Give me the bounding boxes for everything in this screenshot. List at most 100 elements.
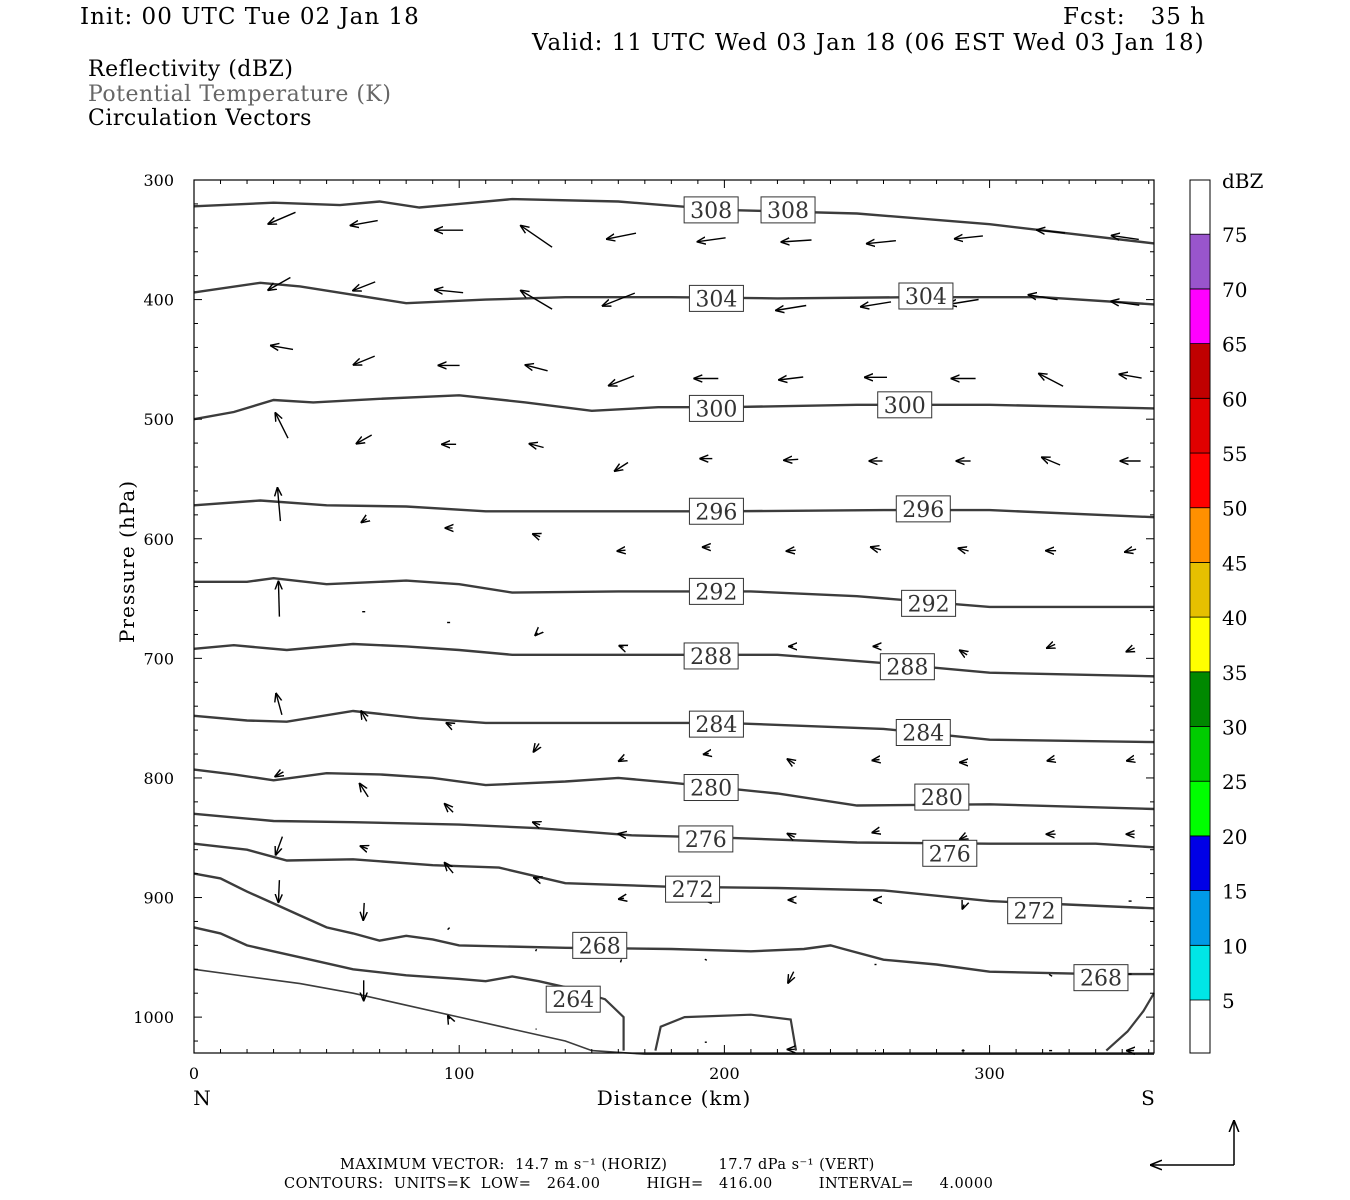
- x-tick-label: 200: [709, 1064, 740, 1083]
- contour-label-288: 288: [879, 653, 935, 681]
- circulation-vector: [703, 754, 709, 755]
- y-tick-label: 1000: [133, 1008, 174, 1027]
- circulation-vector: [617, 550, 626, 551]
- isentrope-272: [193, 842, 1155, 910]
- contour-label-text: 272: [1014, 900, 1056, 925]
- legend-circulation-vectors: Circulation Vectors: [88, 106, 312, 131]
- contour-label-text: 300: [884, 394, 926, 419]
- circulation-vector: [535, 633, 538, 636]
- colorbar-swatch: [1189, 397, 1211, 454]
- valid-time: Valid: 11 UTC Wed 03 Jan 18 (06 EST Wed …: [532, 30, 1205, 56]
- circulation-vector: [618, 759, 624, 762]
- x-tick-label: 300: [974, 1064, 1005, 1083]
- contour-label-text: 304: [905, 285, 947, 310]
- circulation-vector: [787, 759, 795, 764]
- isentrope-276: [193, 812, 1155, 849]
- footer-contours: CONTOURS: UNITS=K LOW= 264.00 HIGH= 416.…: [284, 1176, 994, 1192]
- circulation-vector: [532, 822, 540, 825]
- contour-label-304: 304: [898, 282, 954, 310]
- circulation-vector: [361, 710, 367, 722]
- circulation-vector: [361, 519, 367, 523]
- isentrope-304: [193, 281, 1155, 306]
- isentrope-280: [193, 768, 1155, 811]
- y-tick-label: 500: [143, 410, 174, 429]
- colorbar-swatch: [1189, 944, 1211, 1001]
- circulation-vector: [267, 276, 291, 291]
- plot-border: [193, 179, 1155, 1054]
- colorbar-swatch: [1189, 835, 1211, 892]
- circulation-vector: [270, 345, 294, 349]
- y-tick-label: 800: [143, 769, 174, 788]
- contour-label-304: 304: [688, 284, 744, 312]
- isentrope-284: [193, 709, 1155, 744]
- circulation-vector: [350, 221, 378, 226]
- circulation-vector: [275, 412, 289, 439]
- circulation-vector: [360, 846, 368, 849]
- circulation-vector: [619, 645, 624, 647]
- init-time: Init: 00 UTC Tue 02 Jan 18: [80, 4, 420, 30]
- circulation-vector: [278, 880, 279, 903]
- colorbar-tick-label: 25: [1222, 770, 1247, 794]
- circulation-vector: [525, 365, 548, 372]
- circulation-vector: [534, 948, 538, 952]
- y-axis-label: Pressure (hPa): [115, 480, 139, 643]
- circulation-vector: [1028, 295, 1058, 301]
- contour-label-284: 284: [895, 719, 951, 747]
- contour-label-280: 280: [914, 783, 970, 811]
- isentrope-260: [193, 968, 1154, 1055]
- circulation-vector: [606, 232, 637, 239]
- isentrope-296: [193, 499, 1155, 519]
- circulation-vector: [353, 355, 375, 365]
- circulation-vector: [958, 548, 969, 551]
- circulation-vector: [363, 902, 364, 921]
- contour-label-text: 284: [695, 713, 737, 738]
- north-label: N: [193, 1086, 211, 1110]
- circulation-vector: [529, 444, 544, 448]
- isentrope-contours: [193, 197, 1155, 1055]
- circulation-vector: [959, 836, 967, 840]
- contour-label-296: 296: [895, 495, 951, 523]
- y-tick-label: 600: [143, 530, 174, 549]
- x-tick-label: 0: [189, 1064, 199, 1083]
- circulation-vector: [356, 434, 373, 444]
- circulation-vector: [954, 236, 983, 239]
- colorbar-tick-label: 60: [1222, 387, 1247, 411]
- contour-label-text: 276: [929, 842, 971, 867]
- circulation-vector: [533, 877, 539, 879]
- contour-label-268: 268: [1073, 964, 1129, 992]
- forecast-hour: Fcst: 35 h: [1063, 4, 1206, 30]
- isentrope-300: [193, 394, 1155, 421]
- colorbar-tick-label: 15: [1222, 880, 1247, 904]
- y-tick-label: 900: [143, 889, 174, 908]
- x-tick-label: 100: [444, 1064, 475, 1083]
- contour-label-276: 276: [922, 839, 978, 867]
- circulation-vector: [444, 803, 454, 813]
- circulation-vector: [872, 760, 880, 761]
- colorbar-swatch: [1189, 507, 1211, 563]
- colorbar-tick-label: 65: [1222, 333, 1247, 357]
- contour-label-text: 292: [695, 580, 737, 605]
- colorbar-tick-label: 55: [1222, 442, 1247, 466]
- contour-label-308: 308: [683, 196, 739, 224]
- contour-label-text: 292: [908, 592, 950, 617]
- axes: 300 400 500 600 700 800 900 1000 0 100 200 300 Dista…: [115, 171, 1155, 1110]
- y-tick-label: 700: [143, 649, 174, 668]
- circulation-vector: [602, 292, 636, 306]
- contour-label-288: 288: [683, 642, 739, 670]
- contour-label-264: 264: [545, 985, 601, 1013]
- contour-label-text: 268: [579, 934, 621, 959]
- isentrope-292: [194, 576, 1154, 609]
- colorbar-tick-label: 50: [1222, 497, 1247, 521]
- colorbar-tick-label: 40: [1222, 606, 1247, 630]
- circulation-vector: [1126, 759, 1134, 761]
- contour-label-280: 280: [683, 774, 739, 802]
- colorbar-tick-label: 45: [1222, 551, 1247, 575]
- colorbar-swatch: [1189, 890, 1211, 946]
- circulation-vector: [860, 301, 892, 307]
- colorbar-tick-label: 70: [1222, 278, 1247, 302]
- colorbar-tick-label: 30: [1222, 716, 1247, 740]
- circulation-vector: [962, 905, 964, 910]
- colorbar-tick-label: 20: [1222, 825, 1247, 849]
- south-label: S: [1141, 1086, 1155, 1110]
